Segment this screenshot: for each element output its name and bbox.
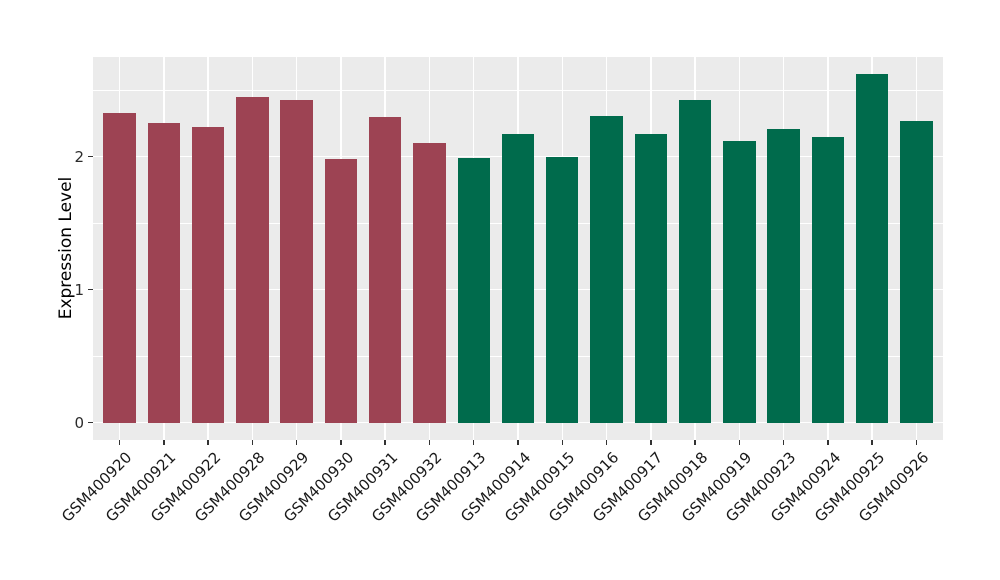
y-tick-mark	[88, 421, 93, 424]
bar-GSM400923	[767, 128, 800, 423]
bar-GSM400920	[103, 112, 136, 423]
x-tick-mark	[517, 440, 519, 445]
y-axis-title: Expression Level	[56, 176, 76, 320]
bar-GSM400931	[369, 116, 402, 423]
bar-GSM400918	[678, 99, 712, 423]
bar-GSM400914	[501, 134, 535, 423]
x-tick-mark	[694, 440, 696, 445]
x-tick-mark	[782, 440, 785, 445]
x-tick-mark	[428, 440, 431, 445]
bar-GSM400928	[236, 96, 269, 423]
y-tick-mark	[88, 155, 93, 158]
y-tick-label: 1	[74, 280, 84, 299]
bar-GSM400921	[147, 123, 180, 423]
bar-GSM400930	[324, 159, 358, 423]
bar-GSM400925	[856, 74, 889, 423]
x-tick-mark	[384, 440, 386, 445]
bar-GSM400913	[457, 158, 490, 423]
y-tick-label: 0	[74, 413, 84, 432]
x-tick-mark	[295, 440, 298, 445]
bar-GSM400932	[413, 143, 446, 423]
x-tick-mark	[340, 440, 342, 445]
bar-GSM400917	[634, 134, 667, 423]
x-tick-mark	[118, 440, 121, 445]
x-tick-mark	[472, 440, 475, 445]
bar-GSM400915	[546, 156, 579, 423]
y-tick-label: 2	[74, 147, 84, 166]
bar-GSM400916	[590, 115, 623, 423]
x-tick-mark	[915, 440, 918, 445]
bar-GSM400919	[723, 140, 756, 423]
x-tick-mark	[871, 440, 873, 445]
x-tick-mark	[738, 440, 741, 445]
x-tick-mark	[163, 440, 165, 445]
x-tick-mark	[561, 440, 564, 445]
x-tick-mark	[251, 440, 254, 445]
x-tick-mark	[827, 440, 829, 445]
x-tick-mark	[605, 440, 608, 445]
bar-GSM400926	[900, 120, 933, 423]
x-tick-mark	[207, 440, 209, 445]
x-tick-mark	[650, 440, 652, 445]
y-tick-mark	[88, 288, 93, 291]
bar-GSM400924	[811, 136, 845, 423]
bar-GSM400922	[191, 127, 225, 423]
bar-GSM400929	[280, 99, 313, 423]
